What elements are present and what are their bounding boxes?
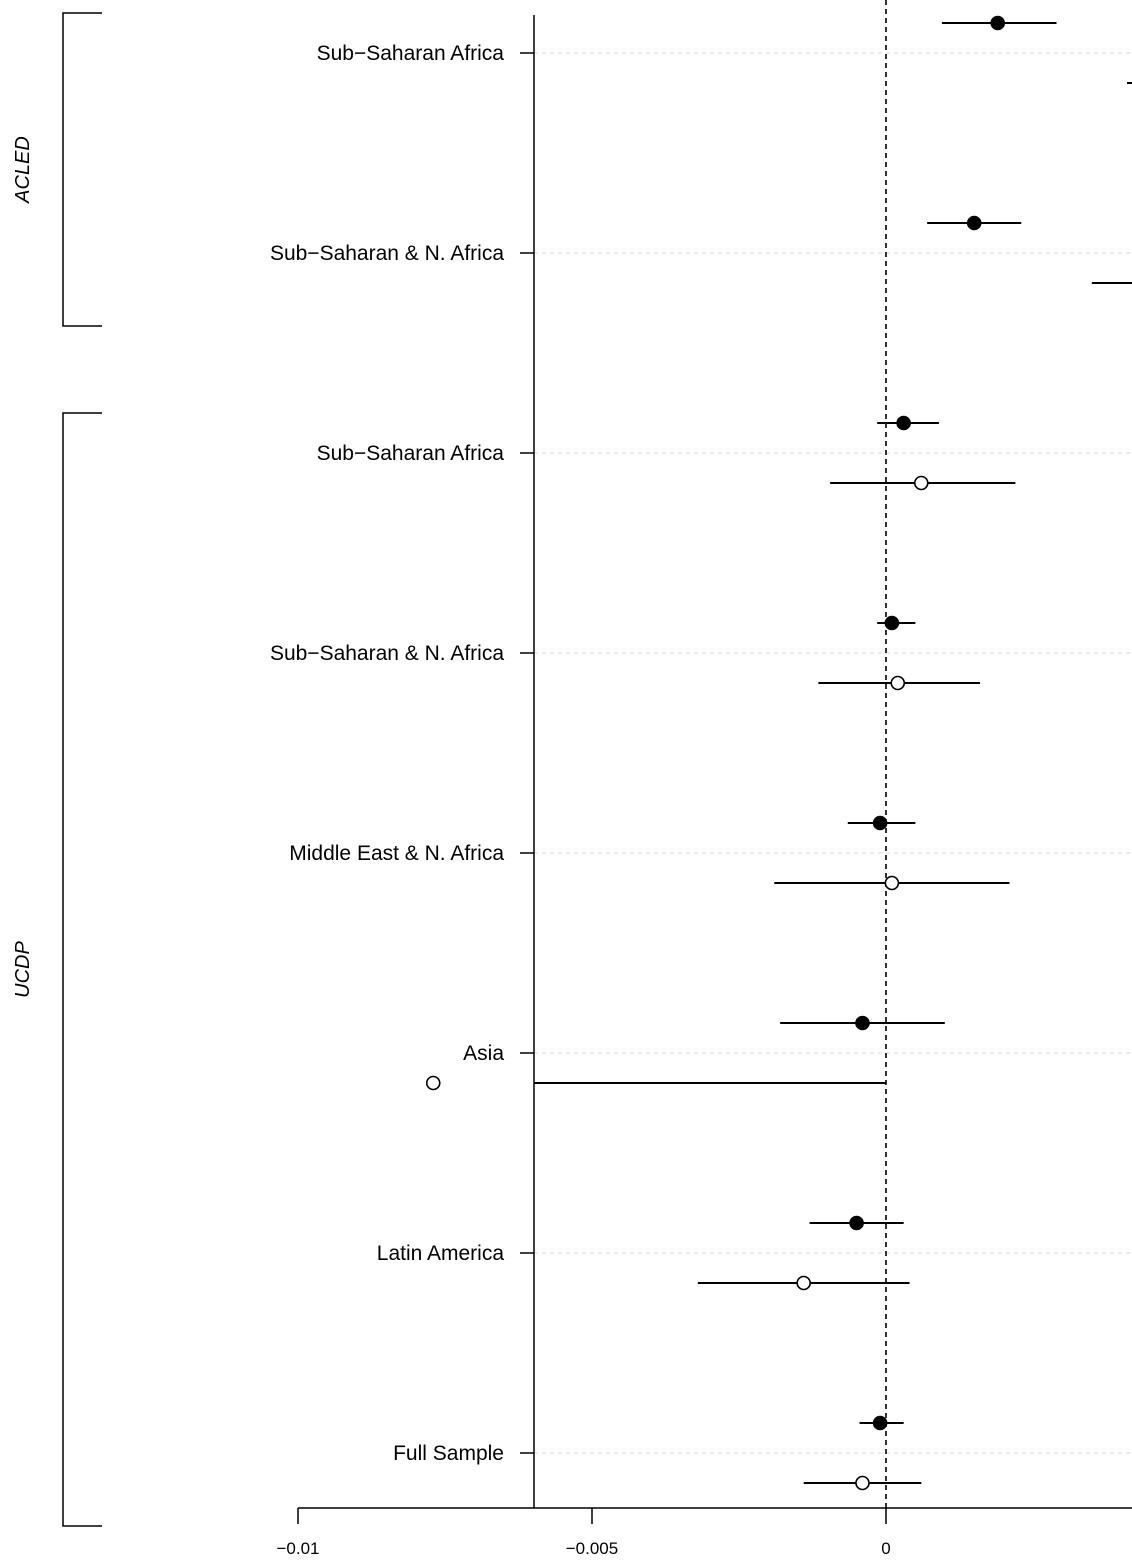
point-filled xyxy=(872,1415,888,1431)
category-label: Sub−Saharan & N. Africa xyxy=(270,642,504,665)
point-filled xyxy=(855,1015,870,1031)
point-open xyxy=(855,1475,870,1491)
point-open xyxy=(913,475,929,491)
category-label: Sub−Saharan Africa xyxy=(317,442,505,465)
group-bracket xyxy=(62,12,102,327)
point-open xyxy=(884,875,900,891)
category-label: Full Sample xyxy=(393,1442,504,1465)
x-tick-label: −0.01 xyxy=(276,1539,319,1558)
category-label: Middle East & N. Africa xyxy=(289,842,504,865)
data-marks xyxy=(425,15,1132,1491)
point-filled xyxy=(884,615,900,631)
gridlines xyxy=(534,52,1132,1454)
category-label: Sub−Saharan Africa xyxy=(317,42,505,65)
category-label: Asia xyxy=(463,1042,504,1065)
point-filled xyxy=(872,815,888,831)
x-tick-label: −0.005 xyxy=(566,1539,618,1558)
point-open xyxy=(425,1075,441,1091)
point-open xyxy=(796,1275,811,1291)
category-label: Sub−Saharan & N. Africa xyxy=(270,242,504,265)
point-filled xyxy=(966,215,982,231)
point-filled xyxy=(849,1215,864,1231)
axes: Sub−Saharan Africa Sub−Saharan & N. Afric… xyxy=(270,0,1132,1558)
group-brackets: ACLED UCDP xyxy=(12,12,102,1527)
point-filled xyxy=(990,15,1006,31)
group-bracket xyxy=(62,412,102,1527)
category-label: Latin America xyxy=(377,1242,505,1265)
group-label: UCDP xyxy=(12,941,34,998)
group-label: ACLED xyxy=(12,136,34,204)
point-open xyxy=(890,675,906,691)
point-filled xyxy=(896,415,911,431)
x-tick-label: 0 xyxy=(881,1539,890,1558)
